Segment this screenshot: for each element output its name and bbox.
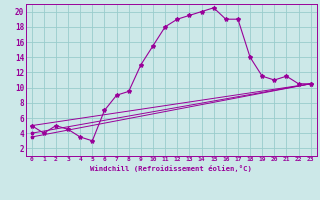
- X-axis label: Windchill (Refroidissement éolien,°C): Windchill (Refroidissement éolien,°C): [90, 165, 252, 172]
